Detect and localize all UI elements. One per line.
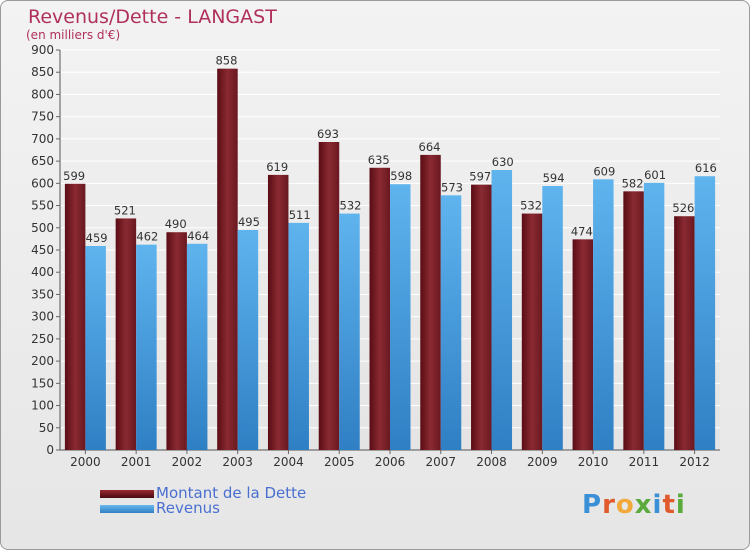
y-tick-label: 150 — [31, 376, 54, 390]
legend-item-revenue: Revenus — [100, 501, 306, 516]
data-label-revenue-2010: 609 — [593, 164, 615, 178]
legend-item-debt: Montant de la Dette — [100, 486, 306, 501]
x-tick-label: 2001 — [121, 455, 152, 469]
legend-swatch-revenue — [100, 504, 154, 513]
bar-debt-2002 — [166, 232, 187, 450]
bar-revenue-2003 — [237, 230, 259, 450]
bar-revenue-2005 — [339, 213, 360, 450]
bar-revenue-2001 — [136, 244, 157, 450]
data-label-debt-2010: 474 — [571, 224, 593, 238]
bar-debt-2007 — [420, 154, 441, 450]
data-label-debt-2011: 582 — [622, 176, 644, 190]
data-label-debt-2005: 693 — [317, 127, 339, 141]
chart-subtitle: (en milliers d'€) — [26, 28, 121, 42]
y-tick-label: 300 — [31, 310, 54, 324]
proxiti-logo: Proxiti — [582, 490, 686, 520]
data-label-debt-2009: 532 — [520, 199, 542, 213]
x-tick-label: 2007 — [425, 455, 456, 469]
bar-debt-2003 — [217, 68, 238, 451]
data-label-debt-2003: 858 — [215, 54, 237, 68]
legend-swatch-debt — [100, 489, 154, 498]
bar-debt-2008 — [471, 184, 492, 450]
x-tick-label: 2011 — [629, 455, 660, 469]
data-label-revenue-2000: 459 — [86, 231, 108, 245]
y-tick-label: 800 — [31, 87, 54, 101]
data-label-revenue-2005: 532 — [340, 199, 362, 213]
y-tick-label: 600 — [31, 176, 54, 190]
bar-debt-2010 — [572, 239, 594, 450]
bar-debt-2000 — [64, 183, 86, 450]
legend: Montant de la Dette Revenus — [100, 486, 306, 516]
y-tick-label: 850 — [31, 65, 54, 79]
y-tick-label: 100 — [31, 399, 54, 413]
data-label-debt-2004: 619 — [266, 160, 288, 174]
x-tick-label: 2008 — [476, 455, 507, 469]
bar-debt-2006 — [369, 167, 390, 450]
bar-debt-2009 — [521, 213, 543, 450]
y-tick-label: 400 — [31, 265, 54, 279]
y-tick-label: 50 — [39, 421, 54, 435]
data-label-debt-2006: 635 — [368, 153, 390, 167]
data-label-debt-2007: 664 — [419, 140, 441, 154]
bar-debt-2005 — [318, 142, 340, 450]
x-tick-label: 2005 — [324, 455, 355, 469]
bar-revenue-2006 — [390, 184, 411, 450]
bar-revenue-2000 — [85, 246, 106, 450]
y-tick-label: 250 — [31, 332, 54, 346]
data-label-revenue-2004: 511 — [289, 208, 311, 222]
bar-debt-2004 — [267, 174, 289, 450]
data-label-debt-2001: 521 — [114, 203, 136, 217]
y-tick-label: 700 — [31, 132, 54, 146]
data-label-debt-2000: 599 — [63, 169, 85, 183]
x-tick-label: 2000 — [70, 455, 101, 469]
bar-revenue-2004 — [288, 222, 309, 450]
x-tick-label: 2004 — [273, 455, 304, 469]
x-tick-label: 2003 — [222, 455, 253, 469]
data-label-revenue-2011: 601 — [644, 168, 666, 182]
data-label-debt-2008: 597 — [469, 170, 491, 184]
y-tick-label: 350 — [31, 287, 54, 301]
chart-title: Revenus/Dette - LANGAST — [28, 6, 277, 28]
y-tick-label: 450 — [31, 243, 54, 257]
bar-debt-2001 — [115, 218, 137, 450]
data-label-revenue-2009: 594 — [543, 171, 565, 185]
x-tick-label: 2009 — [527, 455, 558, 469]
legend-label-debt: Montant de la Dette — [156, 484, 307, 502]
x-tick-label: 2012 — [679, 455, 710, 469]
data-label-revenue-2002: 464 — [187, 229, 209, 243]
x-tick-label: 2006 — [375, 455, 406, 469]
data-label-revenue-2012: 616 — [695, 161, 717, 175]
data-label-revenue-2003: 495 — [238, 215, 260, 229]
y-tick-label: 200 — [31, 354, 54, 368]
data-label-debt-2012: 526 — [672, 201, 694, 215]
y-tick-label: 750 — [31, 110, 54, 124]
bar-debt-2012 — [674, 216, 695, 450]
data-label-revenue-2006: 598 — [390, 169, 412, 183]
data-label-revenue-2008: 630 — [492, 155, 514, 169]
y-tick-label: 550 — [31, 199, 54, 213]
data-label-revenue-2007: 573 — [441, 180, 463, 194]
x-tick-label: 2002 — [172, 455, 203, 469]
y-tick-label: 500 — [31, 221, 54, 235]
bar-revenue-2009 — [542, 186, 563, 450]
bar-revenue-2011 — [643, 182, 665, 450]
y-tick-label: 900 — [31, 43, 54, 57]
y-tick-label: 650 — [31, 154, 54, 168]
bar-revenue-2002 — [186, 243, 208, 450]
legend-label-revenue: Revenus — [156, 499, 220, 517]
bar-revenue-2007 — [440, 195, 462, 450]
y-tick-label: 0 — [46, 443, 54, 457]
bar-revenue-2010 — [593, 179, 614, 451]
bar-revenue-2012 — [694, 176, 716, 450]
bar-revenue-2008 — [491, 170, 513, 450]
bar-debt-2011 — [623, 191, 644, 451]
data-label-revenue-2001: 462 — [136, 230, 158, 244]
data-label-debt-2002: 490 — [165, 217, 187, 231]
x-tick-label: 2010 — [578, 455, 609, 469]
